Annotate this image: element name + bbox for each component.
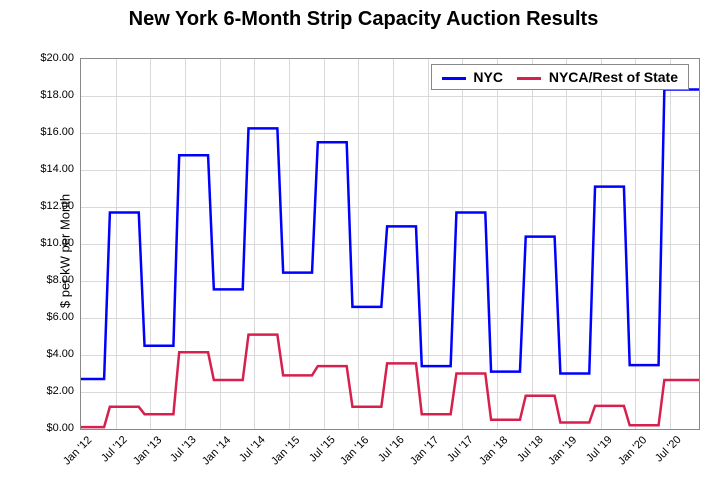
x-tick-label: Jul '20	[653, 434, 684, 465]
x-tick-label: Jul '16	[376, 434, 407, 465]
y-tick-label: $10.00	[28, 237, 74, 249]
legend-swatch-nyca	[517, 77, 541, 80]
x-tick-label: Jul '18	[515, 434, 546, 465]
x-tick-label: Jul '17	[445, 434, 476, 465]
legend-swatch-nyc	[442, 77, 466, 80]
x-tick-label: Jul '19	[584, 434, 615, 465]
series-nyca-rest-of-state	[81, 335, 699, 428]
x-tick-label: Jul '15	[307, 434, 338, 465]
y-tick-label: $4.00	[28, 348, 74, 360]
y-tick-label: $0.00	[28, 422, 74, 434]
legend: NYC NYCA/Rest of State	[431, 64, 689, 90]
y-tick-label: $6.00	[28, 311, 74, 323]
y-tick-label: $2.00	[28, 385, 74, 397]
y-tick-label: $18.00	[28, 89, 74, 101]
x-tick-label: Jul '14	[237, 434, 268, 465]
x-tick-label: Jan '19	[546, 434, 579, 467]
x-tick-label: Jan '13	[131, 434, 164, 467]
x-tick-label: Jan '14	[200, 434, 233, 467]
y-tick-label: $16.00	[28, 126, 74, 138]
y-tick-container: $0.00$2.00$4.00$6.00$8.00$10.00$12.00$14…	[28, 58, 78, 430]
legend-item-nyca: NYCA/Rest of State	[517, 69, 678, 85]
plot-area: NYC NYCA/Rest of State	[80, 58, 700, 430]
x-tick-container: Jan '12Jul '12Jan '13Jul '13Jan '14Jul '…	[80, 432, 700, 492]
x-tick-label: Jul '13	[168, 434, 199, 465]
x-tick-label: Jan '12	[61, 434, 94, 467]
y-tick-label: $12.00	[28, 200, 74, 212]
y-tick-label: $20.00	[28, 52, 74, 64]
x-tick-label: Jan '17	[408, 434, 441, 467]
legend-label-nyc: NYC	[473, 69, 503, 85]
y-tick-label: $8.00	[28, 274, 74, 286]
x-tick-label: Jan '15	[269, 434, 302, 467]
legend-label-nyca: NYCA/Rest of State	[549, 69, 678, 85]
y-tick-label: $14.00	[28, 163, 74, 175]
x-tick-label: Jan '18	[477, 434, 510, 467]
chart-svg	[81, 59, 699, 429]
x-tick-label: Jan '20	[616, 434, 649, 467]
chart-title: New York 6-Month Strip Capacity Auction …	[0, 8, 727, 31]
legend-item-nyc: NYC	[442, 69, 503, 85]
series-nyc	[81, 90, 699, 380]
x-tick-label: Jan '16	[338, 434, 371, 467]
x-tick-label: Jul '12	[99, 434, 130, 465]
